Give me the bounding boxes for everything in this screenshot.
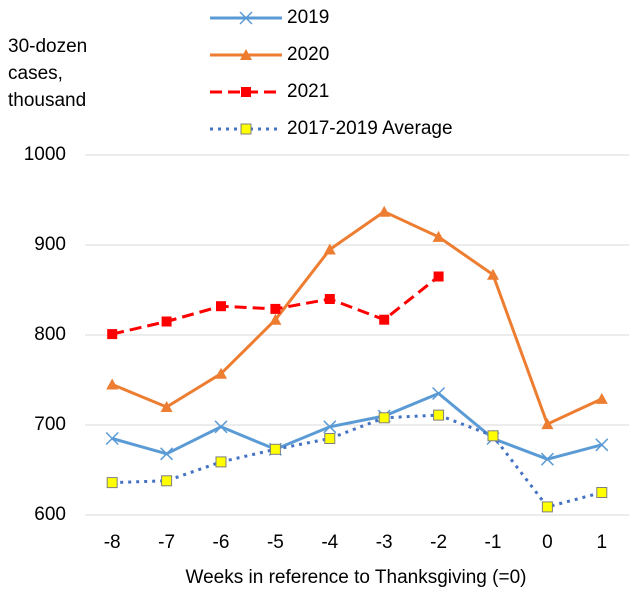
data-point [432,230,445,242]
y-axis-label: 30-dozen cases, thousand [8,36,88,111]
data-point [378,412,390,424]
data-point [161,475,173,487]
x-tick-label: -5 [267,532,284,553]
x-tick-label: -3 [376,532,393,553]
data-point [215,367,227,379]
x-tick-label: -7 [158,532,175,553]
data-point [596,487,608,498]
data-point [487,268,499,280]
data-point [106,477,118,489]
legend-marker [239,11,253,25]
x-tick-label: 1 [597,532,608,553]
legend-label: 2019 [287,7,329,28]
x-tick-label: -8 [104,532,121,553]
data-point [215,456,227,468]
data-point [541,418,554,430]
x-tick-label: -1 [485,532,502,553]
data-point [323,243,336,255]
data-point [214,420,228,434]
data-point [106,378,119,390]
legend-marker [240,123,252,135]
data-point [160,447,174,461]
legend-marker [241,87,251,97]
y-tick-label: 800 [34,324,66,345]
data-point [433,271,444,282]
series-line [111,209,603,427]
y-tick-label: 700 [34,414,66,435]
data-point [269,313,282,325]
y-tick-label: 900 [34,234,66,255]
data-point [433,409,445,421]
x-tick-label: -4 [321,532,338,553]
x-tick-label: -2 [430,532,447,553]
data-point [324,433,336,444]
data-point [160,401,173,412]
y-tick-label: 600 [34,504,66,525]
legend-label: 2020 [287,44,329,65]
x-tick-label: 0 [542,532,553,553]
legend-label: 2021 [287,81,329,102]
data-point [270,303,281,314]
x-tick-label: -6 [213,532,230,553]
data-point [378,205,391,217]
data-point [540,452,554,466]
data-point [541,501,553,513]
legend-marker [240,49,252,60]
data-point [323,420,337,434]
data-point [487,430,499,442]
data-point [107,329,118,340]
legend-label: 2017-2019 Average [287,118,453,139]
data-point [379,314,390,325]
data-point [161,316,172,327]
y-tick-label: 1000 [24,144,66,165]
data-point [216,301,226,312]
series-line [112,413,603,509]
data-point [269,443,281,455]
data-point [324,294,335,304]
data-point [595,392,608,404]
data-point [105,431,119,446]
series-line [111,391,603,461]
x-axis-label: Weeks in reference to Thanksgiving (=0) [186,567,527,588]
data-point [595,438,609,452]
data-point [432,386,446,401]
